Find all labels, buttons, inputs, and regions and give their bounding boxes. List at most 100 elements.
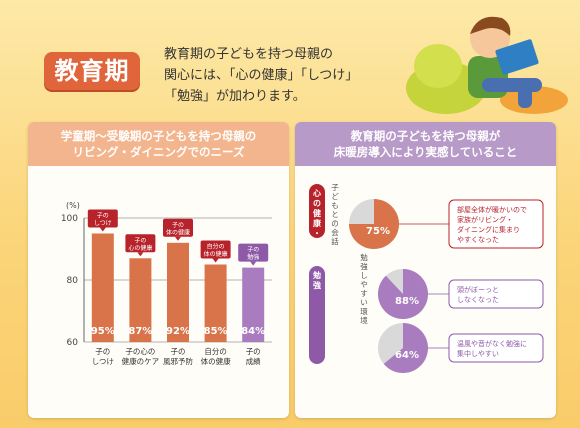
needs-chart-title: 学童期～受験期の子どもを持つ母親の リビング・ダイニングでのニーズ (28, 122, 289, 166)
pie-value-slice (378, 269, 428, 319)
bar-callout-text: 子の (247, 247, 259, 254)
needs-chart-panel: 学童期～受験期の子どもを持つ母親の リビング・ダイニングでのニーズ (%) 100… (28, 122, 289, 418)
group-tag-text: 康 (313, 218, 322, 228)
bar-callout-tag (163, 218, 193, 237)
x-tick-label: 子の (246, 347, 261, 356)
group-tag-text: 健 (313, 208, 321, 218)
bar-callout-pointer (175, 236, 181, 241)
x-tick-label: 風邪予防 (163, 356, 193, 366)
bar (167, 242, 189, 342)
x-tick-label: 子の (171, 347, 186, 356)
pie-side-label: 環 (360, 307, 368, 316)
x-tick-label: 体の健康 (201, 356, 231, 366)
intro-text: 教育期の子どもを持つ母親の 関心には、「心の健康」「しつけ」 「勉強」が加わりま… (164, 44, 404, 107)
pie-side-label: 境 (360, 315, 368, 325)
pie-value-label: 75% (366, 226, 390, 237)
pie-side-label: の (331, 219, 339, 228)
bar (204, 264, 227, 342)
pie-value-slice (383, 323, 428, 373)
pie-side-label: 話 (331, 236, 339, 246)
group-tag-text: 勉 (312, 270, 321, 280)
bar-callout-tag (238, 243, 269, 262)
pie-side-label: す (360, 289, 368, 298)
pie-value-label: 88% (395, 296, 419, 307)
panel-title-line: 教育期の子どもを持つ母親が (350, 129, 501, 143)
bar-callout-text: 子の (172, 222, 184, 229)
bar-value-label: 95% (91, 326, 115, 337)
bar-callout-text: 体の健康 (166, 228, 190, 236)
pie-note-text: 部屋全体が暖かいので (457, 205, 527, 214)
pie-side-label: と (331, 210, 339, 219)
bar (129, 258, 152, 342)
panel-title-line: 床暖房導入により実感していること (333, 145, 518, 159)
pie-note-text: ダイニングに集まり (457, 225, 520, 234)
page-title: 教育期 (44, 52, 140, 90)
x-tick-label: 自分の (204, 346, 227, 356)
pie-side-label: 子 (331, 183, 339, 192)
x-tick-label: 子の (95, 347, 110, 356)
pie-side-label: ど (331, 192, 339, 201)
x-tick-label: しつけ (92, 357, 114, 366)
pie-note-text: 温風や音がなく勉強に (457, 339, 527, 348)
pie-note-text: 家族がリビング・ (457, 215, 513, 224)
pie-side-label: も (331, 201, 339, 210)
pie-side-label: 会 (331, 227, 339, 237)
bar-callout-tag (125, 234, 156, 253)
pie-side-label: 強 (360, 261, 368, 271)
pie-note-text: 集中しやすい (457, 349, 499, 358)
pie-side-label: い (360, 298, 368, 307)
bar-callout-text: 子の (134, 237, 146, 244)
group-tag (309, 184, 325, 238)
group-tag-text: ・ (313, 229, 321, 238)
group-tag-text: 心 (313, 188, 321, 198)
pie-side-label: 勉 (360, 252, 368, 262)
needs-bar-chart: (%)100806095%子のしつけ子のしつけ87%子の心の健康のケア子の心の健… (61, 201, 272, 366)
y-axis-unit: (%) (66, 201, 80, 210)
group-tag-text: 強 (313, 280, 321, 290)
bar (242, 267, 265, 342)
group-tag-text: つ (313, 249, 321, 258)
intro-line: 教育期の子どもを持つ母親の (164, 47, 334, 62)
boy-with-laptop-illustration (406, 16, 568, 114)
bar-callout-tag (200, 240, 231, 259)
bar-callout-text: 勉強 (247, 253, 259, 261)
experience-chart-panel: 教育期の子どもを持つ母親が 床暖房導入により実感していること 75% 部屋全体が暖… (295, 122, 556, 418)
bar-callout-text: 体の健康 (204, 250, 228, 258)
intro-line: 関心には、「心の健康」「しつけ」 (164, 68, 359, 83)
bar-callout-pointer (212, 258, 219, 263)
bar-callout-tag (87, 209, 118, 228)
bar-value-label: 84% (241, 326, 265, 337)
x-tick-label: 成績 (246, 356, 261, 366)
group-tag-text: け (313, 259, 321, 268)
panel-title-line: 学童期～受験期の子どもを持つ母親の (60, 129, 257, 143)
bar (91, 233, 114, 342)
bar-callout-text: 子の (97, 213, 109, 220)
y-tick-label: 100 (61, 214, 78, 224)
intro-line: 「勉強」が加わります。 (164, 89, 306, 104)
pie-value-slice (349, 199, 399, 249)
pie-note-text: 頭がぼーっと (457, 285, 499, 294)
group-tag-text: の (313, 199, 321, 208)
bar-value-label: 85% (204, 326, 228, 337)
pie-note-text: しなくなった (457, 296, 499, 304)
x-tick-label: 健康のケア (122, 356, 160, 366)
bar-callout-text: 心の健康 (128, 244, 152, 252)
bar-callout-pointer (99, 227, 106, 232)
x-tick-label: 子の心の (125, 347, 155, 356)
y-tick-label: 80 (67, 276, 79, 286)
pie-note-text: やすくなった (457, 236, 499, 244)
panel-title-line: リビング・ダイニングでのニーズ (72, 145, 245, 159)
bar-callout-pointer (250, 261, 257, 266)
pie-side-label: し (360, 271, 368, 280)
pie-side-label: や (360, 280, 368, 289)
y-tick-label: 60 (67, 338, 79, 348)
bar-callout-text: しつけ (94, 220, 112, 227)
bar-callout-text: 自分の (207, 243, 225, 251)
pie-value-label: 64% (395, 350, 419, 361)
bar-value-label: 87% (128, 326, 152, 337)
experience-chart-title: 教育期の子どもを持つ母親が 床暖房導入により実感していること (295, 122, 556, 166)
bar-value-label: 92% (166, 326, 190, 337)
bar-callout-pointer (137, 252, 144, 257)
